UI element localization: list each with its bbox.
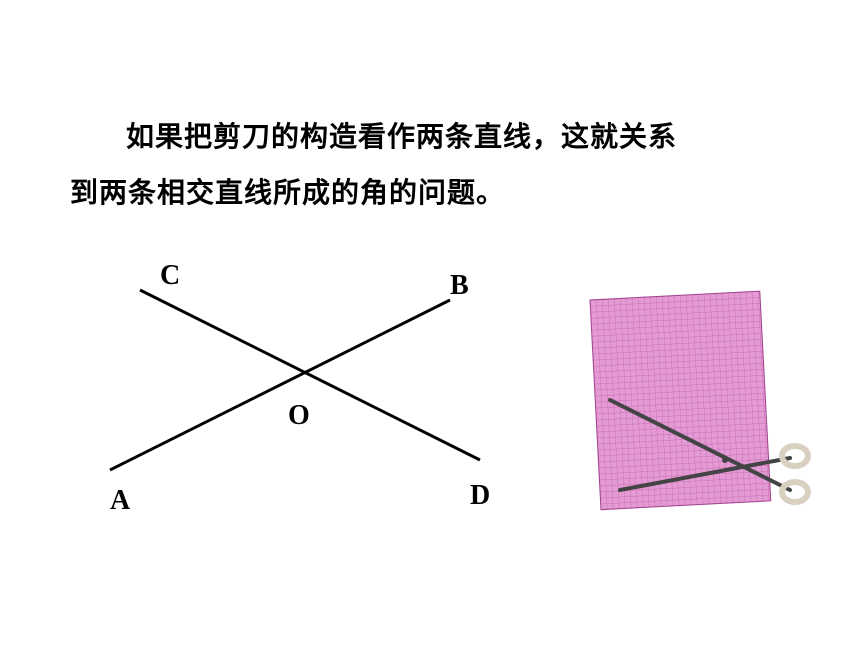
label-A: A bbox=[110, 485, 130, 517]
scissors-svg bbox=[570, 290, 830, 560]
label-B: B bbox=[450, 270, 469, 302]
intersecting-lines-diagram: C B A D O bbox=[50, 260, 550, 560]
line-AB bbox=[110, 300, 450, 470]
label-D: D bbox=[470, 480, 490, 512]
scissors-illustration bbox=[570, 290, 830, 560]
line-CD bbox=[140, 290, 480, 460]
paragraph-line-2: 到两条相交直线所成的角的问题。 bbox=[70, 166, 790, 222]
label-O: O bbox=[288, 400, 310, 432]
body-text: 如果把剪刀的构造看作两条直线，这就关系 到两条相交直线所成的角的问题。 bbox=[70, 110, 790, 222]
label-C: C bbox=[160, 260, 180, 292]
paragraph-line-1: 如果把剪刀的构造看作两条直线，这就关系 bbox=[70, 110, 790, 166]
